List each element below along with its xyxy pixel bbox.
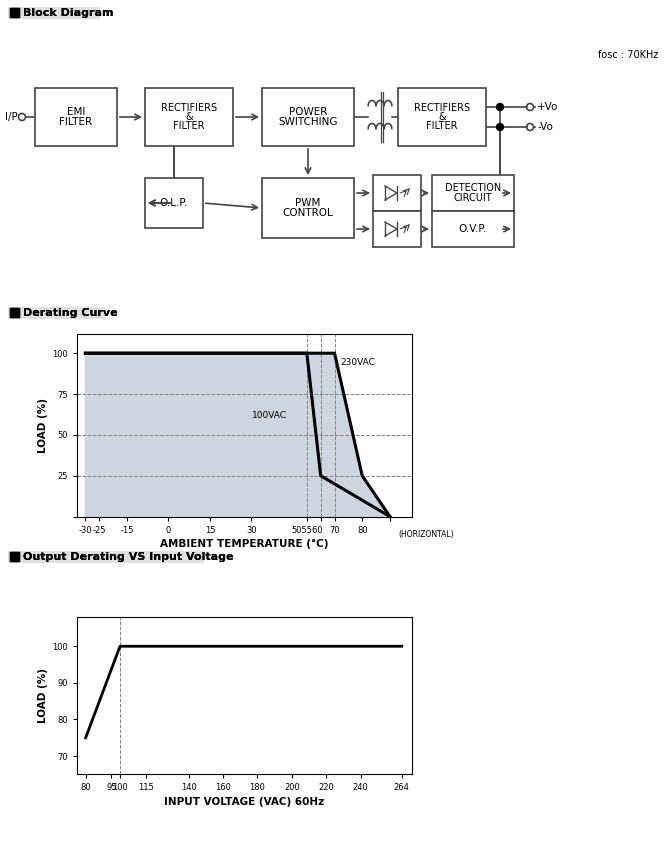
Text: &: &: [438, 112, 446, 122]
FancyBboxPatch shape: [432, 175, 514, 211]
FancyBboxPatch shape: [432, 211, 514, 247]
Circle shape: [496, 123, 503, 130]
FancyBboxPatch shape: [8, 307, 105, 319]
Bar: [10, 552, 19, 561]
FancyBboxPatch shape: [398, 88, 486, 146]
Y-axis label: LOAD (%): LOAD (%): [38, 397, 48, 453]
Text: POWER: POWER: [289, 107, 327, 117]
Bar: [10, 308, 19, 317]
Bar: [10, 308, 19, 317]
FancyBboxPatch shape: [145, 88, 233, 146]
Text: fosc : 70KHz: fosc : 70KHz: [598, 50, 659, 60]
Text: (HORIZONTAL): (HORIZONTAL): [398, 529, 454, 539]
FancyBboxPatch shape: [35, 88, 117, 146]
FancyBboxPatch shape: [373, 175, 421, 211]
Text: FILTER: FILTER: [60, 117, 92, 127]
Text: RECTIFIERS: RECTIFIERS: [161, 103, 217, 113]
FancyBboxPatch shape: [145, 178, 203, 228]
Text: Derating Curve: Derating Curve: [23, 307, 118, 317]
FancyBboxPatch shape: [373, 211, 421, 247]
Text: PWM: PWM: [295, 198, 321, 208]
Text: FILTER: FILTER: [174, 121, 205, 131]
Text: -Vo: -Vo: [537, 122, 553, 132]
Text: Output Derating VS Input Voltage: Output Derating VS Input Voltage: [23, 551, 234, 562]
Text: RECTIFIERS: RECTIFIERS: [414, 103, 470, 113]
Text: CONTROL: CONTROL: [283, 208, 334, 218]
Text: O.L.P.: O.L.P.: [160, 198, 188, 208]
Text: 230VAC: 230VAC: [340, 358, 375, 367]
Text: Output Derating VS Input Voltage: Output Derating VS Input Voltage: [23, 551, 234, 562]
Text: FILTER: FILTER: [426, 121, 458, 131]
Text: Block Diagram: Block Diagram: [23, 8, 113, 18]
Bar: [10, 552, 19, 561]
Text: SWITCHING: SWITCHING: [278, 117, 338, 127]
X-axis label: INPUT VOLTAGE (VAC) 60Hz: INPUT VOLTAGE (VAC) 60Hz: [164, 797, 325, 807]
Bar: [10, 8, 19, 17]
Text: 100VAC: 100VAC: [251, 411, 287, 420]
X-axis label: AMBIENT TEMPERATURE (°C): AMBIENT TEMPERATURE (°C): [160, 539, 329, 549]
Text: &: &: [185, 112, 193, 122]
Polygon shape: [85, 353, 390, 517]
FancyBboxPatch shape: [262, 178, 354, 238]
FancyBboxPatch shape: [8, 7, 100, 19]
FancyBboxPatch shape: [262, 88, 354, 146]
Text: +Vo: +Vo: [537, 102, 558, 112]
Text: Block Diagram: Block Diagram: [23, 8, 113, 18]
Text: CIRCUIT: CIRCUIT: [454, 192, 492, 203]
Y-axis label: LOAD (%): LOAD (%): [38, 668, 48, 723]
Text: Derating Curve: Derating Curve: [23, 307, 118, 317]
Circle shape: [496, 104, 503, 111]
Text: DETECTION: DETECTION: [445, 184, 501, 193]
Text: EMI: EMI: [67, 107, 85, 117]
Text: O.V.P.: O.V.P.: [459, 224, 487, 234]
Bar: [10, 8, 19, 17]
FancyBboxPatch shape: [8, 551, 204, 563]
Text: I/P: I/P: [5, 112, 18, 122]
